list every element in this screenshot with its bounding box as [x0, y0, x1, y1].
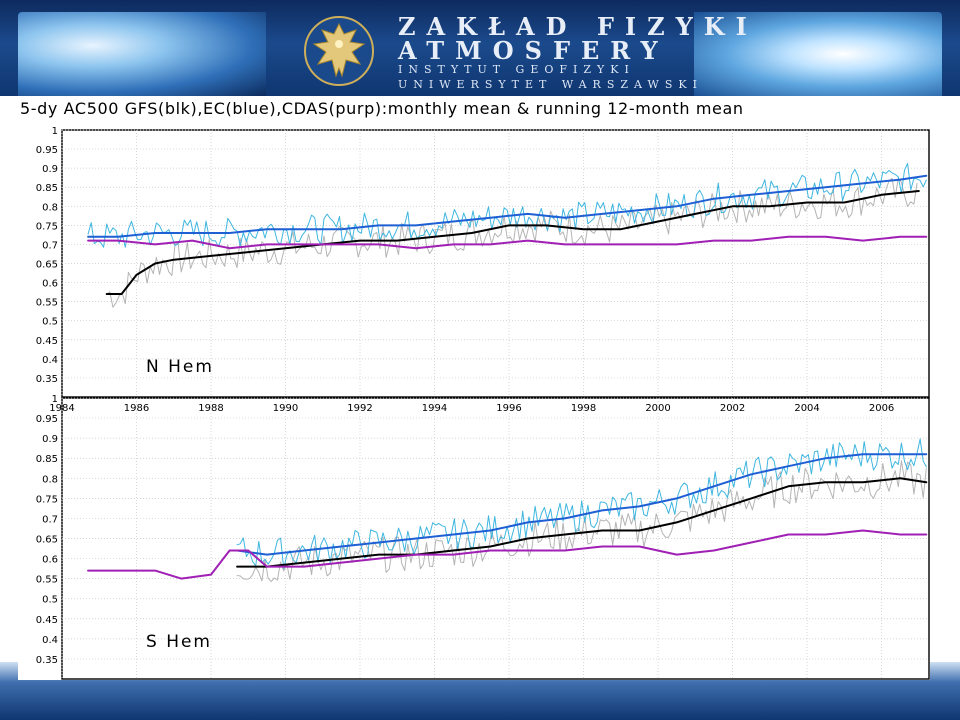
y-tick-label: 0.85	[36, 454, 58, 465]
chart-title: 5-dy AC500 GFS(blk),EC(blue),CDAS(purp):…	[20, 99, 744, 118]
y-tick-label: 0.95	[36, 145, 58, 156]
y-tick-label: 0.7	[42, 240, 58, 251]
y-tick-label: 0.4	[42, 635, 58, 646]
x-tick-label: 1992	[347, 403, 372, 414]
x-tick-label: 1986	[124, 403, 149, 414]
y-tick-label: 0.75	[36, 221, 58, 232]
running-mean-line-gfs	[236, 477, 928, 568]
institute-subtitle-line1: INSTYTUT GEOFIZYKI	[398, 63, 635, 76]
y-tick-label: 0.6	[42, 555, 58, 566]
cloud-photo-right	[694, 12, 942, 96]
x-tick-label: 1984	[49, 403, 74, 414]
monthly-mean-line-ec	[87, 163, 927, 248]
y-tick-label: 0.55	[36, 575, 58, 586]
ac500-chart: 5-dy AC500 GFS(blk),EC(blue),CDAS(purp):…	[18, 96, 930, 680]
x-tick-label: 2002	[720, 403, 745, 414]
cloud-photo-left	[18, 12, 266, 96]
left-frame	[0, 96, 18, 660]
x-tick-label: 2006	[869, 403, 894, 414]
y-tick-label: 0.65	[36, 535, 58, 546]
x-tick-label: 1994	[422, 403, 447, 414]
x-tick-label: 1998	[571, 403, 596, 414]
running-mean-line-ec	[87, 174, 928, 238]
y-tick-label: 0.35	[36, 655, 58, 666]
y-tick-label: 0.5	[42, 595, 58, 606]
eagle-emblem-icon	[304, 16, 374, 86]
y-tick-label: 0.5	[42, 317, 58, 328]
y-tick-label: 0.45	[36, 336, 58, 347]
y-tick-label: 0.6	[42, 279, 58, 290]
running-mean-line-gfs	[105, 190, 920, 295]
y-tick-label: 0.9	[42, 164, 58, 175]
y-tick-label: 1	[52, 394, 58, 405]
institute-subtitle-line2: UNIWERSYTET WARSZAWSKI	[398, 78, 703, 91]
monthly-mean-line-gfs	[106, 177, 918, 308]
running-mean-line-ec	[236, 453, 928, 556]
institute-title-line2: ATMOSFERY	[398, 36, 669, 65]
y-tick-label: 0.9	[42, 434, 58, 445]
y-tick-label: 0.65	[36, 260, 58, 271]
monthly-mean-line-gfs	[236, 460, 927, 583]
y-tick-label: 0.95	[36, 414, 58, 425]
y-tick-label: 0.55	[36, 298, 58, 309]
x-tick-label: 1990	[273, 403, 298, 414]
panel-label: S Hem	[146, 632, 212, 652]
y-tick-label: 0.8	[42, 474, 58, 485]
y-tick-label: 0.45	[36, 615, 58, 626]
x-tick-label: 1996	[496, 403, 521, 414]
x-tick-label: 2004	[794, 403, 819, 414]
y-tick-label: 0.7	[42, 514, 58, 525]
y-tick-label: 0.4	[42, 355, 58, 366]
y-tick-label: 0.8	[42, 202, 58, 213]
panel-label: N Hem	[146, 357, 214, 377]
running-mean-line-cdas	[87, 235, 928, 250]
x-tick-label: 1988	[198, 403, 223, 414]
y-tick-label: 0.85	[36, 183, 58, 194]
y-tick-label: 0.75	[36, 494, 58, 505]
running-mean-line-cdas	[87, 529, 928, 580]
x-tick-label: 2000	[645, 403, 670, 414]
y-tick-label: 1	[52, 126, 58, 137]
institute-title-line1: ZAKŁAD FIZYKI	[398, 12, 758, 41]
y-tick-label: 0.35	[36, 374, 58, 385]
